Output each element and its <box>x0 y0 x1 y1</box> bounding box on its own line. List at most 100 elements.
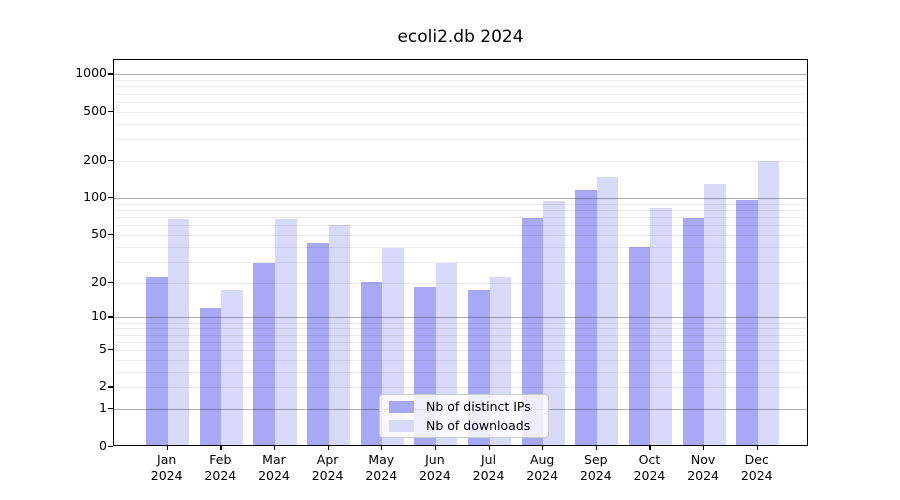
x-tick-label-may: May 2024 <box>365 452 398 483</box>
y-tick-label-200: 200 <box>83 151 107 167</box>
bar-downloads-mar <box>274 219 297 445</box>
y-tick-mark-200 <box>108 159 113 162</box>
x-tick-label-nov: Nov 2024 <box>687 452 719 483</box>
bar-ips-dec <box>736 199 758 445</box>
x-tick-label-jun: Jun 2024 <box>418 452 451 483</box>
x-tick-mark-jan <box>166 446 168 450</box>
gridline-6 <box>114 341 807 343</box>
bar-downloads-jan <box>167 219 190 445</box>
y-tick-mark-0 <box>108 445 113 447</box>
y-tick-mark-1000 <box>108 73 113 75</box>
legend-swatch-downloads <box>389 419 414 432</box>
bar-downloads-sep <box>596 177 619 445</box>
y-tick-label-1000: 1000 <box>75 65 107 81</box>
x-tick-mark-may <box>381 446 383 450</box>
gridline-50 <box>114 234 807 236</box>
x-tick-label-oct: Oct 2024 <box>633 452 666 483</box>
gridline-8 <box>114 328 807 330</box>
bar-downloads-oct <box>650 207 673 445</box>
y-tick-label-50: 50 <box>91 225 107 241</box>
x-tick-mark-oct <box>649 446 651 450</box>
gridline-1000 <box>114 74 807 76</box>
gridline-40 <box>114 246 807 248</box>
legend-label-downloads: Nb of downloads <box>426 418 531 433</box>
gridline-500 <box>114 111 807 113</box>
x-tick-label-jan: Jan 2024 <box>150 452 183 483</box>
x-tick-mark-nov <box>703 446 705 450</box>
gridline-400 <box>114 123 807 125</box>
gridline-300 <box>114 139 807 141</box>
legend: Nb of distinct IPs Nb of downloads <box>379 394 549 438</box>
x-tick-label-feb: Feb 2024 <box>204 452 237 483</box>
bar-downloads-dec <box>757 161 780 445</box>
gridline-100 <box>114 197 807 199</box>
legend-item-downloads: Nb of downloads <box>389 418 539 433</box>
bar-ips-jan <box>146 276 168 445</box>
gridline-700 <box>114 93 807 95</box>
y-tick-mark-1 <box>108 408 113 410</box>
bar-downloads-apr <box>328 225 351 445</box>
y-tick-label-500: 500 <box>83 102 107 118</box>
gridline-800 <box>114 86 807 88</box>
y-tick-label-5: 5 <box>99 341 107 356</box>
gridline-60 <box>114 225 807 227</box>
bar-ips-mar <box>253 262 275 445</box>
gridline-30 <box>114 261 807 263</box>
x-tick-mark-jul <box>488 446 490 450</box>
plot-area: Nb of distinct IPs Nb of downloads <box>113 59 808 446</box>
gridline-200 <box>114 160 807 162</box>
gridline-20 <box>114 282 807 284</box>
x-tick-mark-aug <box>542 446 544 450</box>
bar-ips-may <box>360 281 383 445</box>
gridline-4 <box>114 359 807 361</box>
gridline-3 <box>114 371 807 373</box>
x-tick-mark-jun <box>434 446 437 450</box>
gridline-70 <box>114 216 807 218</box>
y-tick-mark-2 <box>108 386 113 388</box>
legend-label-distinct-ips: Nb of distinct IPs <box>426 399 531 414</box>
y-tick-label-20: 20 <box>91 273 107 289</box>
bar-downloads-feb <box>221 290 243 445</box>
gridline-90 <box>114 203 807 205</box>
bar-ips-feb <box>199 307 222 445</box>
x-tick-mark-apr <box>327 446 329 450</box>
gridline-900 <box>114 80 807 82</box>
x-tick-mark-sep <box>595 446 597 450</box>
bar-ips-oct <box>628 247 651 445</box>
y-tick-label-100: 100 <box>83 188 107 204</box>
y-tick-label-0: 0 <box>99 437 107 453</box>
legend-item-distinct-ips: Nb of distinct IPs <box>389 399 539 414</box>
y-tick-mark-50 <box>108 233 113 235</box>
x-tick-mark-feb <box>220 446 222 450</box>
bar-ips-sep <box>575 189 597 445</box>
gridline-600 <box>114 101 807 103</box>
gridline-2 <box>114 387 807 389</box>
gridline-5 <box>114 350 807 351</box>
y-tick-mark-100 <box>108 196 113 199</box>
gridline-10 <box>114 317 807 319</box>
y-tick-label-10: 10 <box>91 308 107 324</box>
x-tick-label-jul: Jul 2024 <box>472 452 505 483</box>
y-tick-label-1: 1 <box>99 400 107 416</box>
bar-ips-apr <box>307 243 329 445</box>
gridline-9 <box>114 322 807 324</box>
legend-swatch-distinct-ips <box>389 400 414 413</box>
y-tick-mark-10 <box>108 316 113 318</box>
x-tick-label-aug: Aug 2024 <box>526 452 559 483</box>
bar-ips-aug <box>521 218 544 445</box>
x-tick-label-sep: Sep 2024 <box>579 452 612 483</box>
chart-title: ecoli2.db 2024 <box>397 27 524 47</box>
bar-ips-nov <box>682 217 705 445</box>
x-tick-mark-mar <box>273 446 276 450</box>
y-tick-label-2: 2 <box>99 378 107 394</box>
x-tick-label-mar: Mar 2024 <box>258 452 290 483</box>
y-tick-mark-500 <box>108 110 113 112</box>
gridline-80 <box>114 209 807 211</box>
gridline-7 <box>114 334 807 336</box>
x-tick-mark-dec <box>756 446 758 450</box>
x-tick-label-apr: Apr 2024 <box>311 452 344 483</box>
y-tick-mark-20 <box>108 281 113 283</box>
bar-downloads-nov <box>704 184 726 445</box>
y-tick-mark-5 <box>108 349 113 351</box>
